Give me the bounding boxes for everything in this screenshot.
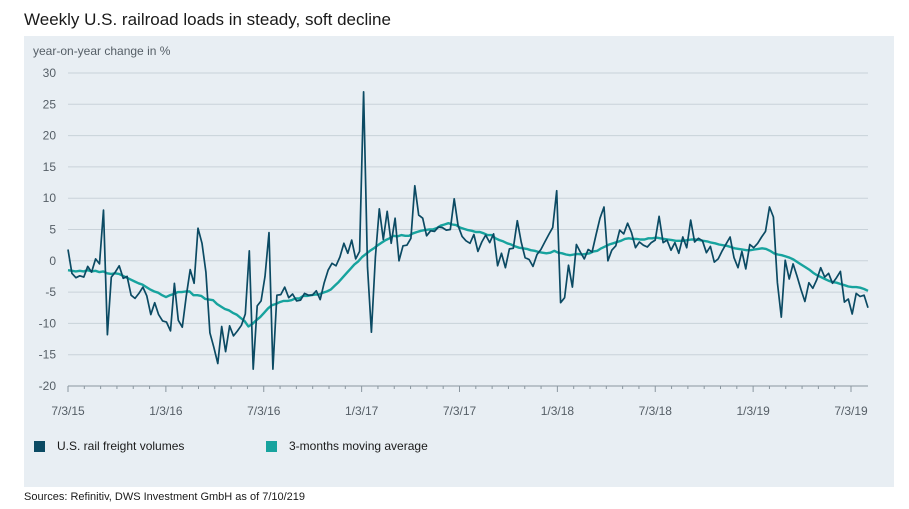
legend-swatch-volumes [34, 440, 45, 452]
x-tick-label: 7/3/17 [443, 404, 477, 418]
x-tick-label: 1/3/19 [736, 404, 770, 418]
y-tick-label: 0 [49, 254, 56, 268]
legend-item-average[interactable]: 3-months moving average [266, 439, 428, 453]
x-tick-label: 7/3/16 [247, 404, 281, 418]
y-tick-label: -10 [39, 316, 57, 330]
legend-label-volumes: U.S. rail freight volumes [57, 439, 185, 453]
chart-title: Weekly U.S. railroad loads in steady, so… [24, 10, 391, 29]
chart-panel [24, 36, 894, 487]
legend-label-average: 3-months moving average [289, 439, 428, 453]
series-line-moving-average [67, 221, 869, 328]
y-tick-label: 30 [43, 66, 57, 80]
series-line-rail-volumes [67, 90, 869, 370]
x-tick-label: 7/3/19 [834, 404, 868, 418]
legend-item-volumes[interactable]: U.S. rail freight volumes [34, 439, 184, 453]
source-note: Sources: Refinitiv, DWS Investment GmbH … [24, 491, 306, 503]
y-axis-label: year-on-year change in % [33, 44, 171, 58]
x-axis: 7/3/15 1/3/16 7/3/16 1/3/17 7/3/17 1/3/18 7/3/… [51, 385, 868, 418]
y-tick-label: -5 [45, 285, 56, 299]
y-tick-labels: 30 25 20 15 10 5 0 -5 -10 -15 -20 [39, 66, 57, 393]
x-tick-label: 7/3/18 [639, 404, 673, 418]
x-tick-label: 1/3/17 [345, 404, 379, 418]
legend-swatch-average [266, 440, 277, 452]
y-tick-label: 25 [43, 97, 57, 111]
y-tick-label: 15 [43, 160, 57, 174]
x-tick-label: 1/3/18 [541, 404, 575, 418]
y-tick-label: 5 [49, 223, 56, 237]
series-lines [67, 90, 869, 370]
x-tick-label: 7/3/15 [51, 404, 85, 418]
x-tick-label: 1/3/16 [149, 404, 183, 418]
y-tick-label: 20 [43, 129, 57, 143]
y-tick-label: -15 [39, 348, 57, 362]
y-tick-label: 10 [43, 191, 57, 205]
y-tick-label: -20 [39, 379, 57, 393]
